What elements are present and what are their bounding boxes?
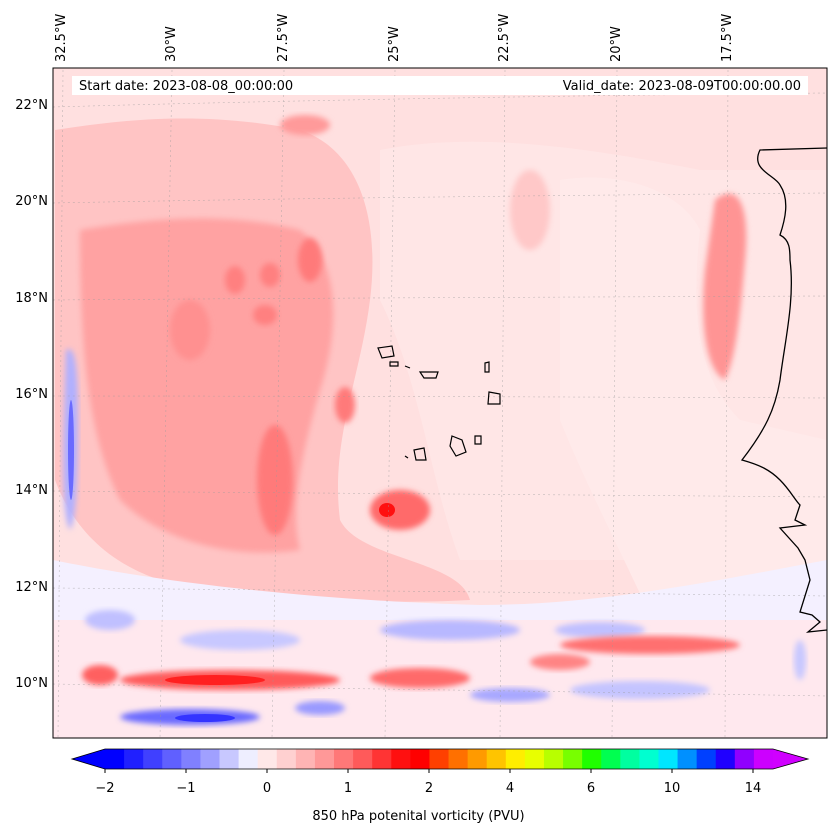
colorbar-swatch	[276, 749, 297, 769]
lon-label: 30°W	[164, 26, 179, 62]
lat-label: 18°N	[15, 291, 48, 306]
colorbar-tick: −1	[176, 781, 196, 796]
colorbar-swatch	[601, 749, 621, 769]
lon-label: 22.5°W	[497, 13, 512, 62]
lat-label: 20°N	[15, 194, 48, 209]
colorbar-tick: 1	[343, 781, 353, 796]
colorbar-swatch	[391, 749, 411, 769]
colorbar-swatch	[505, 749, 526, 769]
colorbar-tick: 6	[586, 781, 596, 796]
colorbar-swatch	[448, 749, 469, 769]
colorbar-swatch	[486, 749, 507, 769]
colorbar-swatch	[105, 749, 125, 769]
start-date: Start date: 2023-08-08_00:00:00	[79, 79, 294, 94]
lat-label: 10°N	[15, 676, 48, 691]
colorbar-label: 850 hPa potenital vorticity (PVU)	[312, 809, 525, 824]
lon-label: 17.5°W	[720, 13, 735, 62]
colorbar-swatch	[677, 749, 698, 769]
colorbar-swatch	[334, 749, 354, 769]
colorbar-swatch	[181, 749, 201, 769]
pv-field	[53, 68, 827, 738]
colorbar-swatch	[696, 749, 717, 769]
colorbar-swatch	[200, 749, 221, 769]
colorbar-swatch	[582, 749, 602, 769]
lon-label: 27.5°W	[276, 13, 291, 62]
colorbar-swatch	[543, 749, 564, 769]
colorbar-swatch	[238, 749, 259, 769]
lat-label: 14°N	[15, 483, 48, 498]
colorbar-tick: 14	[744, 781, 762, 796]
colorbar-swatch	[219, 749, 240, 769]
cape-verde-islands	[377, 345, 501, 461]
colorbar-swatch	[257, 749, 278, 769]
colorbar-swatch	[467, 749, 488, 769]
colorbar-tick: 0	[262, 781, 272, 796]
colorbar-swatch	[372, 749, 392, 769]
colorbar-swatch	[410, 749, 430, 769]
colorbar-swatch	[715, 749, 736, 769]
colorbar-tick: −2	[95, 781, 115, 796]
colorbar-swatch	[143, 749, 163, 769]
colorbar-swatch	[620, 749, 640, 769]
header-box	[72, 76, 808, 95]
colorbar-swatch	[563, 749, 583, 769]
colorbar-swatch	[429, 749, 450, 769]
lon-label: 25°W	[387, 26, 402, 62]
colorbar-tick: 10	[663, 781, 681, 796]
lon-label: 20°W	[609, 26, 624, 62]
lat-label: 16°N	[15, 387, 48, 402]
colorbar-swatch	[162, 749, 182, 769]
colorbar-swatch	[124, 749, 144, 769]
colorbar-swatch	[314, 749, 335, 769]
colorbar-over-arrow	[773, 749, 808, 769]
africa-coastline	[740, 147, 827, 633]
colorbar-swatch	[353, 749, 373, 769]
colorbar-swatch	[524, 749, 545, 769]
colorbar-swatch	[753, 749, 774, 769]
lon-label: 32.5°W	[54, 13, 69, 62]
colorbar-swatch	[658, 749, 679, 769]
colorbar-under-arrow	[72, 749, 105, 769]
colorbar-tick: 2	[424, 781, 434, 796]
colorbar	[70, 748, 810, 773]
colorbar-tick: 4	[505, 781, 515, 796]
lat-label: 22°N	[15, 98, 48, 113]
colorbar-swatch	[734, 749, 755, 769]
colorbar-swatch	[639, 749, 659, 769]
colorbar-swatch	[295, 749, 316, 769]
lat-label: 12°N	[15, 580, 48, 595]
valid-date: Valid_date: 2023-08-09T00:00:00.00	[562, 79, 801, 94]
